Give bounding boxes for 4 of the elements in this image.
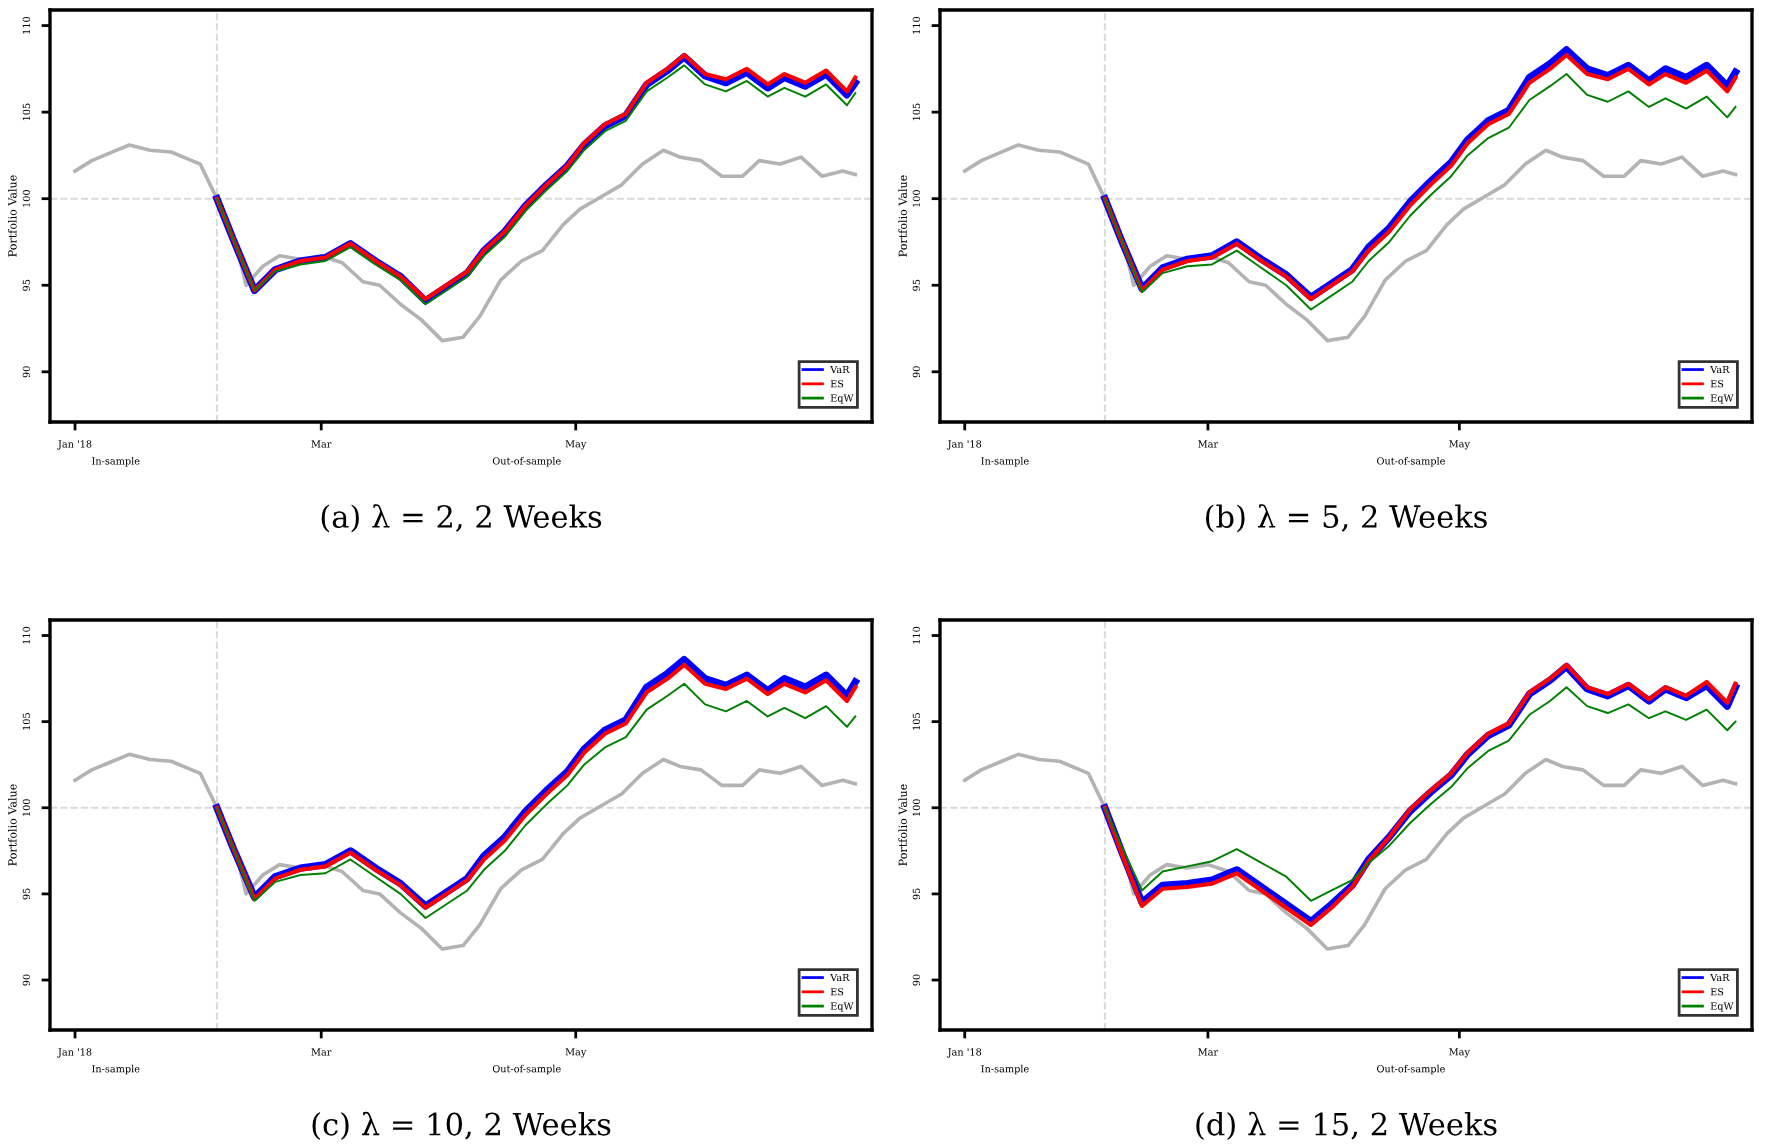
text: (a) λ = 2, 2 Weeks	[321, 504, 602, 533]
text: (b) λ = 5, 2 Weeks	[1206, 504, 1487, 533]
text: (c) λ = 10, 2 Weeks	[312, 1111, 611, 1140]
text: (d) λ = 15, 2 Weeks	[1196, 1111, 1497, 1140]
